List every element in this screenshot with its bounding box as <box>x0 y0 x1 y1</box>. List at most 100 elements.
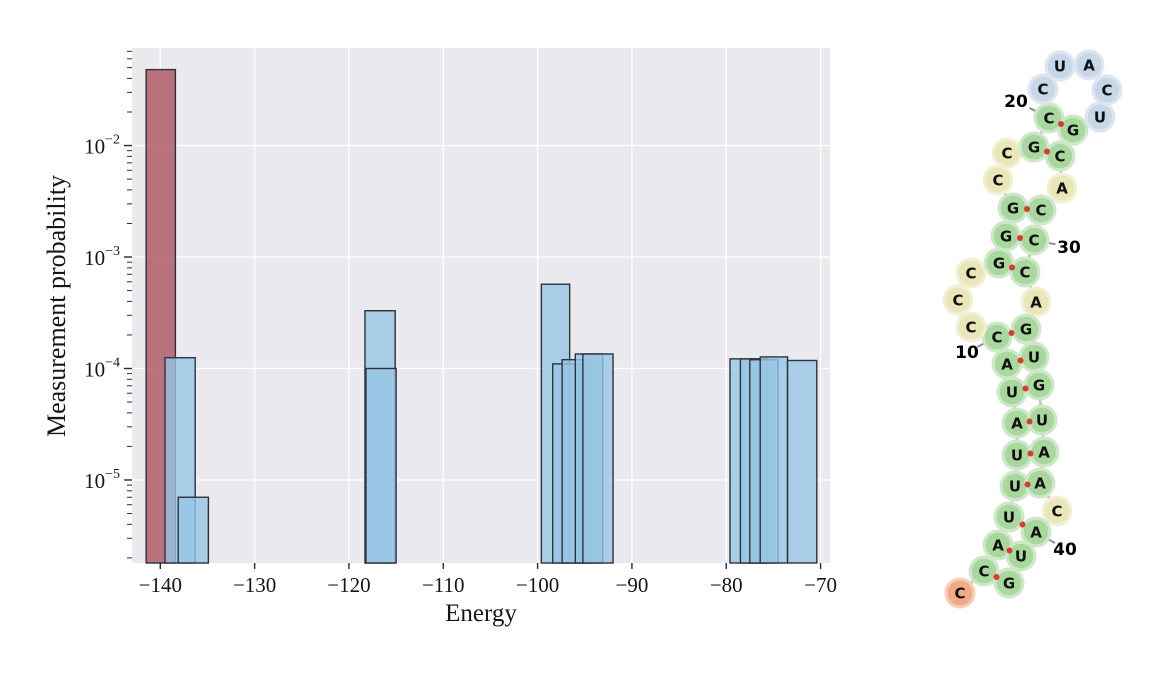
nucleotide-C10: C <box>981 321 1013 353</box>
base-letter: C <box>1035 202 1046 220</box>
position-label-30: 30 <box>1057 238 1081 258</box>
x-axis-title: Energy <box>445 600 517 627</box>
nucleotide-U8: U <box>996 376 1028 408</box>
x-tick-label: −100 <box>516 573 559 597</box>
stem-circle <box>1036 105 1062 131</box>
base-pair-dot <box>1024 206 1030 212</box>
nucleotide-U6: U <box>1001 439 1033 471</box>
nucleotide-G26: G <box>1057 114 1089 146</box>
nucleotide-A3: A <box>982 529 1014 561</box>
base-letter: C <box>952 292 963 310</box>
base-letter: A <box>1034 475 1046 493</box>
nucleotide-A23: A <box>1073 49 1105 81</box>
nucleotide-A40: A <box>1020 516 1052 548</box>
base-letter: G <box>1028 139 1040 157</box>
nucleotide-U34: U <box>1018 341 1050 373</box>
nucleotide-A32: A <box>1020 286 1052 318</box>
base-letter: G <box>993 255 1005 273</box>
hairpin-circle <box>1030 76 1056 102</box>
stem-circle <box>1004 410 1030 436</box>
stem-circle <box>985 532 1011 558</box>
nucleotide-C29: C <box>1025 194 1057 226</box>
position-label-20: 20 <box>1004 92 1028 112</box>
base-letter: U <box>1003 509 1015 527</box>
base-letter: C <box>965 265 976 283</box>
stem-circle <box>1047 143 1073 169</box>
base-letter: A <box>1083 57 1095 75</box>
nucleotide-A7: A <box>1001 407 1033 439</box>
nucleotide-U41: U <box>1005 540 1037 572</box>
base-letter: C <box>992 172 1003 190</box>
stem-circle <box>1012 259 1038 285</box>
stem-circle <box>971 558 997 584</box>
base-letter: C <box>954 585 965 603</box>
nucleotide-C30: C <box>1018 224 1050 256</box>
y-tick-label: 10−4 <box>84 356 120 382</box>
nucleotide-C24: C <box>1091 74 1123 106</box>
nucleotide-G35: G <box>1023 369 1055 401</box>
stem-circle <box>1004 442 1030 468</box>
base-pair-dot <box>1022 385 1029 392</box>
stem-circle <box>1000 195 1026 221</box>
measured-state-bar <box>759 356 789 564</box>
stem-circle <box>1027 470 1053 496</box>
interior-circle <box>994 140 1020 166</box>
base-letter: U <box>1011 447 1023 465</box>
stem-circle <box>1021 134 1047 160</box>
base-pair-dot <box>1017 235 1023 241</box>
base-letter: C <box>1051 503 1062 521</box>
base-letter: C <box>1054 148 1065 166</box>
interior-circle <box>958 260 984 286</box>
plot-background <box>132 48 830 563</box>
stem-circle <box>1028 197 1054 223</box>
x-tick-label: −140 <box>139 573 182 597</box>
base-letter: A <box>1038 444 1050 462</box>
base-letter: C <box>1019 264 1030 282</box>
y-tick-label: 10−3 <box>84 244 120 270</box>
base-letter: C <box>1028 232 1039 250</box>
base-pair-dot <box>1026 418 1033 425</box>
nucleotide-A28: A <box>1046 172 1078 204</box>
base-letter: C <box>991 329 1002 347</box>
measured-state-bar <box>365 367 397 564</box>
interior-circle <box>1044 498 1070 524</box>
y-axis-title: Measurement probability <box>42 174 71 438</box>
base-letter: A <box>1030 524 1042 542</box>
nucleotide-C20: C <box>1033 102 1065 134</box>
interior-circle <box>985 167 1011 193</box>
nucleotide-C11: C <box>955 311 987 343</box>
base-letter: U <box>1009 478 1021 496</box>
x-tick-label: −130 <box>233 573 276 597</box>
nucleotide-C13: C <box>955 257 987 289</box>
hairpin-circle <box>1087 104 1113 130</box>
end-circle <box>947 580 973 606</box>
stem-circle <box>1013 316 1039 342</box>
nucleotide-G14: G <box>983 247 1015 279</box>
base-pair-dot <box>1009 264 1015 271</box>
base-pair-dot <box>1006 547 1013 554</box>
base-letter: C <box>1101 82 1112 100</box>
x-tick-label: −120 <box>327 573 370 597</box>
nucleotide-U25: U <box>1084 101 1116 133</box>
stem-circle <box>1023 519 1049 545</box>
base-letter: C <box>1043 110 1054 128</box>
nucleotide-U5: U <box>999 470 1031 502</box>
histogram-plot: 10−2 10−3 10−4 10−5 −140 −130 −120 −110 −100 −90 −… <box>84 48 837 597</box>
stem-circle <box>999 379 1025 405</box>
nucleotide-C17: C <box>982 164 1014 196</box>
nucleotide-C18: C <box>991 137 1023 169</box>
stem-circle <box>1008 543 1034 569</box>
nucleotide-C2: C <box>968 555 1000 587</box>
nucleotide-U36: U <box>1026 404 1058 436</box>
nucleotide-A37: A <box>1028 436 1060 468</box>
interior-circle <box>945 287 971 313</box>
x-tick-label: −110 <box>422 573 465 597</box>
base-letter: A <box>1011 415 1023 433</box>
base-letter: G <box>1033 377 1045 395</box>
stem-circle <box>993 223 1019 249</box>
nucleotide-G15: G <box>990 220 1022 252</box>
x-tick-label: −80 <box>710 573 743 597</box>
nucleotide-A38: A <box>1024 467 1056 499</box>
